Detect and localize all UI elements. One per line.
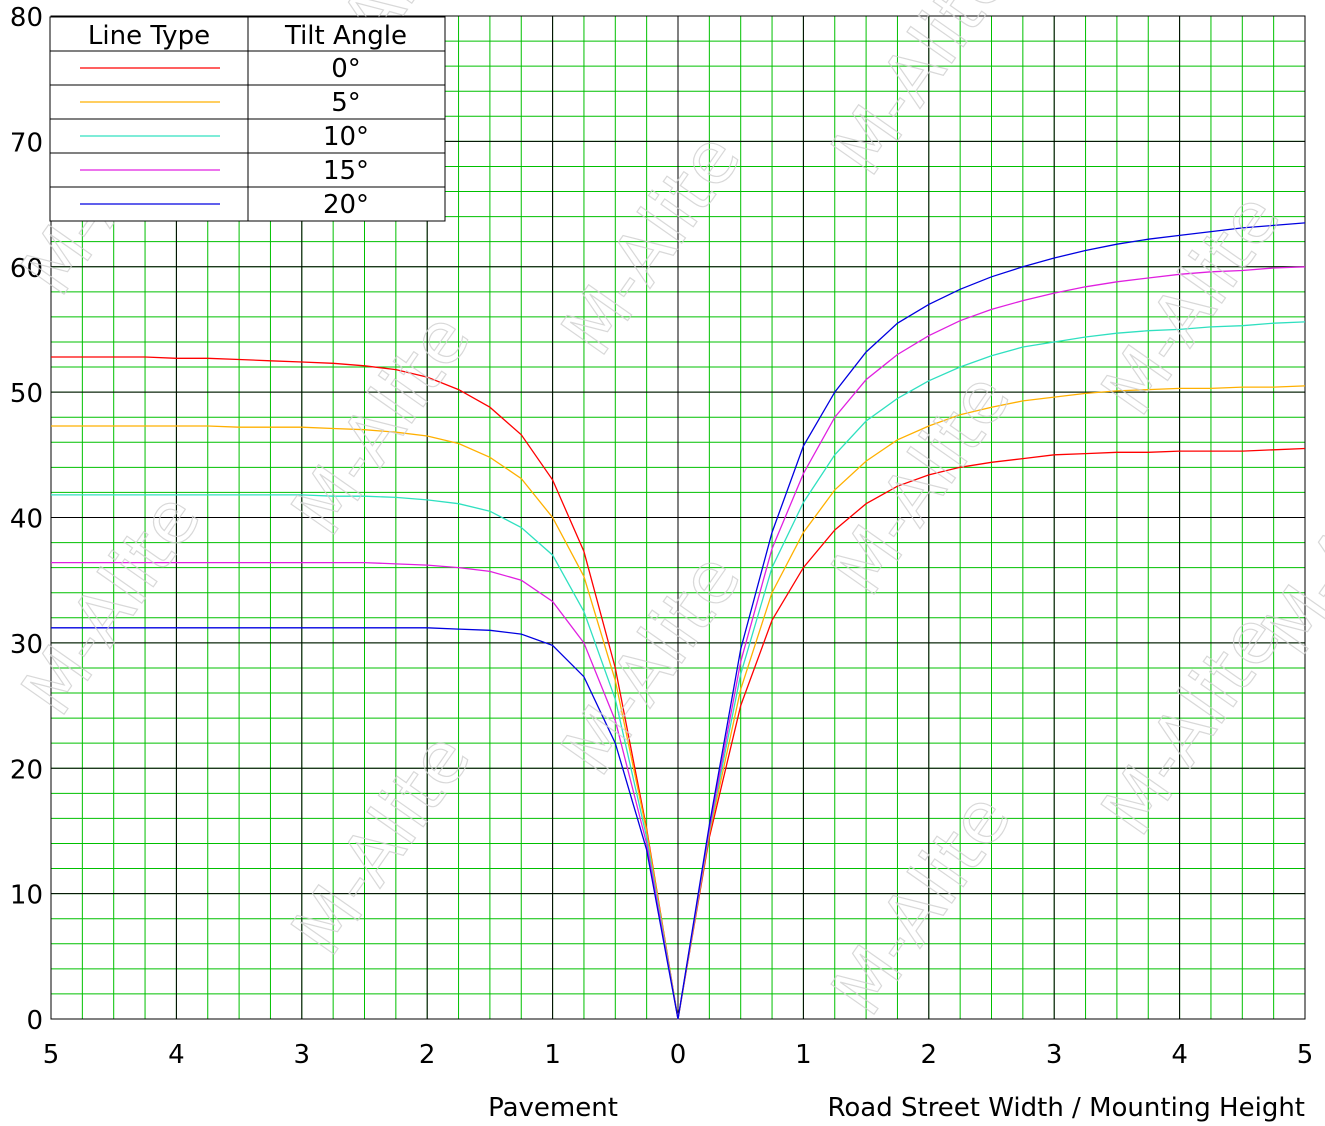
x-tick-label: 2 <box>419 1040 436 1070</box>
x-tick-label: 5 <box>1297 1040 1314 1070</box>
x-tick-label: 0 <box>670 1040 687 1070</box>
y-tick-label: 70 <box>10 128 43 158</box>
series-line <box>51 222 1306 1020</box>
x-tick-label: 4 <box>1171 1040 1188 1070</box>
y-tick-label: 80 <box>10 3 43 33</box>
x-tick-label: 5 <box>43 1040 60 1070</box>
x-tick-label: 3 <box>1046 1040 1063 1070</box>
y-tick-label: 60 <box>10 254 43 284</box>
x-tick-label: 3 <box>294 1040 311 1070</box>
x-tick-labels: 5 4 3 2 1 0 1 2 3 4 5 <box>43 1040 1314 1070</box>
x-axis-label-road: Road Street Width / Mounting Height <box>827 1093 1305 1123</box>
legend-tilt-label: 0° <box>331 54 361 84</box>
y-tick-label: 0 <box>26 1006 43 1036</box>
legend-tilt-label: 15° <box>323 156 369 186</box>
legend-tilt-label: 5° <box>331 88 361 118</box>
y-tick-label: 20 <box>10 755 43 785</box>
x-tick-label: 1 <box>795 1040 812 1070</box>
x-tick-label: 4 <box>168 1040 185 1070</box>
x-tick-label: 2 <box>921 1040 938 1070</box>
x-tick-label: 1 <box>544 1040 561 1070</box>
legend-tilt-label: 10° <box>323 122 369 152</box>
legend-header-line-type: Line Type <box>88 21 210 51</box>
y-tick-label: 30 <box>10 630 43 660</box>
legend-tilt-label: 20° <box>323 190 369 220</box>
x-axis-label-pavement: Pavement <box>488 1093 618 1123</box>
y-tick-labels: 0 10 20 30 40 50 60 70 80 <box>10 3 43 1036</box>
y-tick-label: 40 <box>10 505 43 535</box>
legend-rows: 0° 5° 10° 15° 20° <box>50 50 445 220</box>
series-lines <box>51 222 1306 1020</box>
legend-header-tilt-angle: Tilt Angle <box>284 21 407 51</box>
y-tick-label: 10 <box>10 881 43 911</box>
legend: Line Type Tilt Angle 0° 5° 10° 15° 20° <box>49 16 446 222</box>
y-tick-label: 50 <box>10 379 43 409</box>
